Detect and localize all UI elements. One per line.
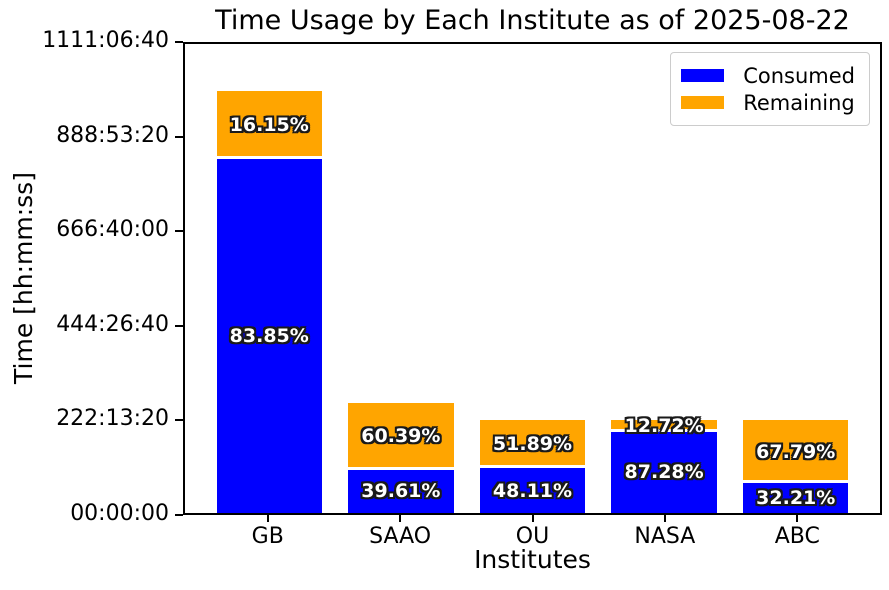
bar-label-remaining-SAAO: 60.39% <box>361 425 441 448</box>
y-tick-label-666:40:00: 666:40:00 <box>56 217 169 243</box>
x-tick-label-OU: OU <box>515 524 550 549</box>
bar-label-remaining-GB: 16.15% <box>229 114 309 136</box>
x-axis-label: Institutes <box>474 545 591 574</box>
legend-entry-consumed: Consumed <box>681 63 855 88</box>
bar-label-consumed-GB: 83.85% <box>229 325 309 348</box>
y-tick-label-444:26:40: 444:26:40 <box>56 311 169 337</box>
legend-swatch-remaining-icon <box>681 96 725 109</box>
x-tick-label-GB: GB <box>251 524 284 549</box>
y-tick-label-1111:06:40: 1111:06:40 <box>42 28 169 53</box>
bar-consumed-NASA <box>611 431 717 513</box>
y-tick-mark-222:13:20 <box>175 419 183 422</box>
x-tick-mark-OU <box>531 515 534 522</box>
x-tick-label-NASA: NASA <box>634 524 696 549</box>
bar-label-remaining-NASA: 12.72% <box>624 415 704 438</box>
y-tick-label-222:13:20: 222:13:20 <box>56 406 169 432</box>
legend-entry-remaining: Remaining <box>681 90 855 115</box>
y-tick-label-888:53:20: 888:53:20 <box>56 122 169 148</box>
x-tick-mark-SAAO <box>399 515 402 522</box>
bar-label-consumed-OU: 48.11% <box>492 479 573 502</box>
bar-consumed-SAAO <box>348 469 454 513</box>
bar-label-consumed-NASA: 87.28% <box>624 461 704 484</box>
bar-consumed-GB <box>216 159 322 513</box>
x-tick-mark-GB <box>266 515 269 522</box>
bar-remaining-SAAO <box>348 403 454 470</box>
y-tick-mark-666:40:00 <box>175 230 183 233</box>
legend: Consumed Remaining <box>670 52 870 126</box>
x-tick-label-SAAO: SAAO <box>369 524 432 549</box>
bar-label-remaining-ABC: 67.79% <box>756 440 836 463</box>
legend-swatch-consumed-icon <box>681 69 725 82</box>
y-tick-mark-1111:06:40 <box>175 41 183 43</box>
y-tick-mark-444:26:40 <box>175 324 183 327</box>
y-tick-mark-00:00:00 <box>175 514 183 516</box>
bar-remaining-GB <box>216 90 322 160</box>
x-tick-mark-ABC <box>796 515 799 522</box>
plot-area: Consumed Remaining 83.85% 16.15% 39.61% 60.… <box>183 42 882 515</box>
bar-remaining-NASA <box>611 420 717 432</box>
bar-remaining-OU <box>479 420 586 469</box>
bar-consumed-OU <box>479 468 586 513</box>
bar-label-consumed-ABC: 32.21% <box>756 487 836 510</box>
x-tick-label-ABC: ABC <box>774 524 820 549</box>
bar-remaining-ABC <box>743 420 849 484</box>
bar-consumed-ABC <box>743 483 849 513</box>
bar-label-remaining-OU: 51.89% <box>492 433 573 456</box>
bar-label-consumed-SAAO: 39.61% <box>361 480 441 503</box>
y-tick-mark-888:53:20 <box>175 135 183 138</box>
legend-label-remaining: Remaining <box>743 90 855 115</box>
legend-label-consumed: Consumed <box>743 63 855 88</box>
chart-title: Time Usage by Each Institute as of 2025-… <box>215 5 850 36</box>
y-tick-label-00:00:00: 00:00:00 <box>70 501 169 526</box>
x-tick-mark-NASA <box>663 515 666 522</box>
